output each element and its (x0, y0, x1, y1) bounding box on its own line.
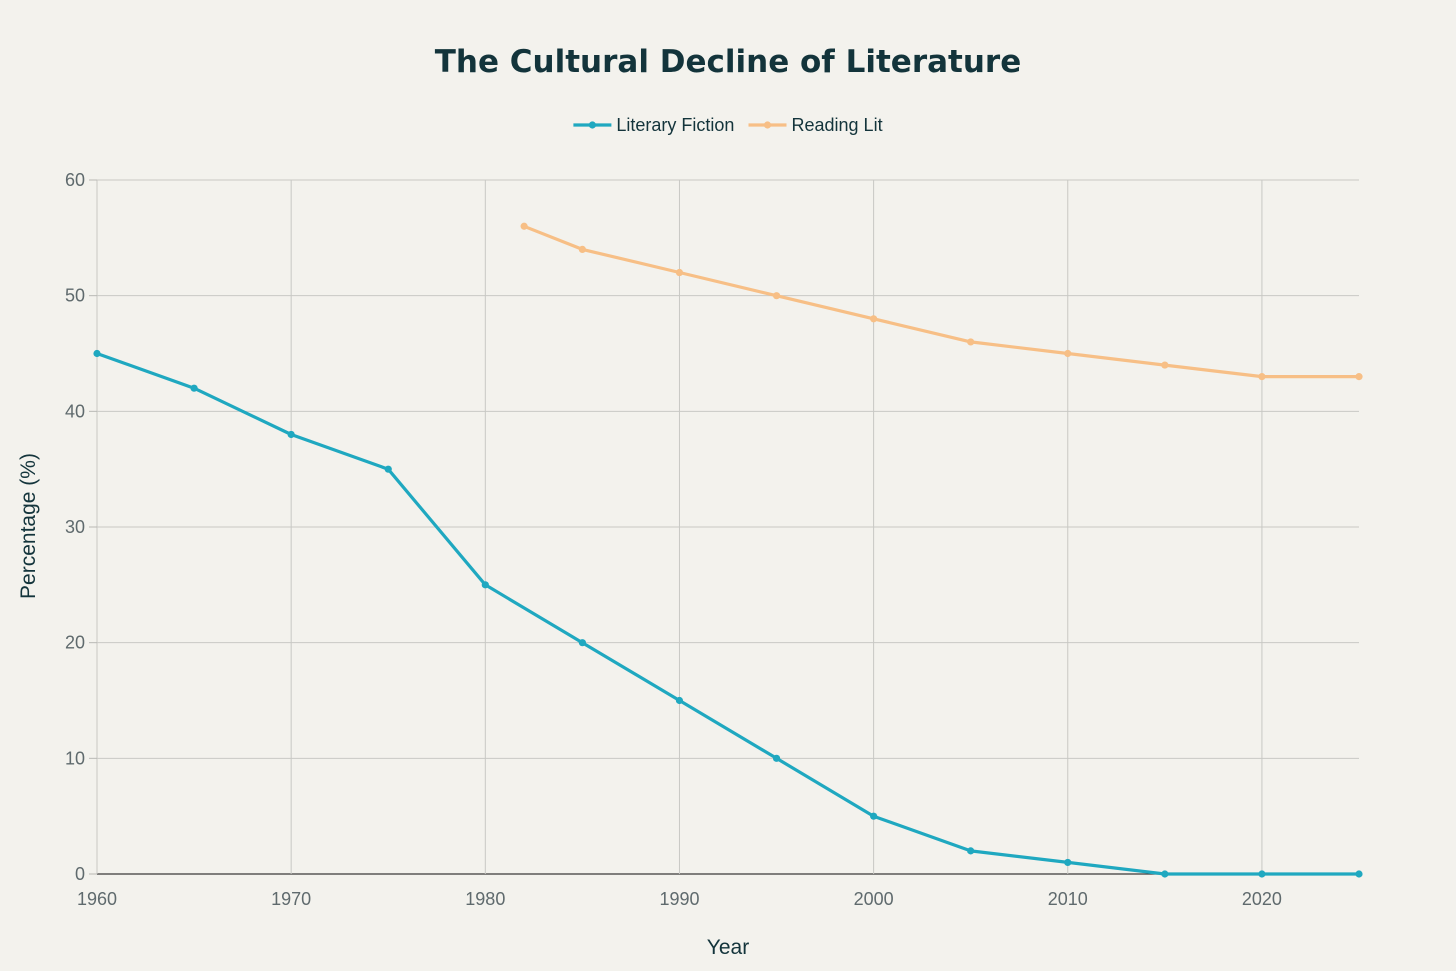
data-point[interactable] (870, 812, 878, 820)
data-point[interactable] (190, 384, 198, 392)
data-point[interactable] (967, 338, 975, 346)
series-1 (520, 222, 1363, 381)
x-tick-label: 2010 (1048, 889, 1088, 909)
data-point[interactable] (870, 315, 878, 323)
data-point[interactable] (578, 245, 586, 253)
data-point[interactable] (772, 292, 781, 300)
data-point[interactable] (1258, 870, 1266, 878)
x-axis-title: Year (707, 936, 749, 959)
x-tick-label: 2020 (1242, 889, 1282, 909)
grid (96, 179, 1359, 875)
legend-item[interactable]: Literary Fiction (573, 115, 734, 135)
chart-title: The Cultural Decline of Literature (435, 44, 1021, 80)
y-axis-title: Percentage (%) (17, 453, 40, 599)
y-tick-label: 20 (65, 633, 85, 653)
data-point[interactable] (772, 754, 781, 762)
data-point[interactable] (675, 696, 684, 705)
x-axis: 1960 1970 1980 1990 2000 2010 2020 (77, 889, 1282, 909)
data-point[interactable] (384, 465, 392, 473)
legend-swatch-marker (763, 121, 772, 129)
y-tick-label: 10 (65, 748, 85, 768)
data-point[interactable] (578, 639, 586, 647)
data-point[interactable] (1355, 870, 1363, 878)
data-point[interactable] (93, 349, 101, 358)
y-tick-label: 0 (75, 864, 85, 884)
series-0 (93, 349, 1363, 878)
data-point[interactable] (675, 268, 684, 277)
y-tick-label: 60 (65, 170, 85, 190)
legend-item[interactable]: Reading Lit (748, 115, 883, 135)
legend: Literary Fiction Reading Lit (573, 115, 883, 135)
x-tick-label: 2000 (854, 889, 894, 909)
x-tick-label: 1980 (465, 889, 505, 909)
y-tick-label: 40 (65, 401, 85, 421)
legend-label: Literary Fiction (616, 115, 734, 135)
data-point[interactable] (287, 430, 295, 439)
x-tick-label: 1990 (659, 889, 699, 909)
data-point[interactable] (1064, 349, 1072, 358)
data-point[interactable] (1161, 870, 1169, 878)
data-point[interactable] (520, 222, 528, 230)
series-layer (93, 222, 1363, 878)
x-tick-label: 1970 (271, 889, 311, 909)
data-point[interactable] (1064, 858, 1072, 867)
data-point[interactable] (1355, 373, 1363, 381)
legend-swatch-marker (588, 121, 596, 129)
y-tick-label: 50 (65, 286, 85, 306)
y-axis: 0 10 20 30 40 50 60 (65, 170, 97, 884)
data-point[interactable] (1161, 361, 1169, 369)
data-point[interactable] (1258, 373, 1266, 381)
series-line (95, 351, 1361, 876)
legend-label: Reading Lit (792, 115, 883, 135)
y-tick-label: 30 (65, 517, 85, 537)
series-line (522, 224, 1361, 379)
data-point[interactable] (967, 847, 975, 855)
data-point[interactable] (481, 581, 489, 589)
x-tick-label: 1960 (77, 889, 117, 909)
